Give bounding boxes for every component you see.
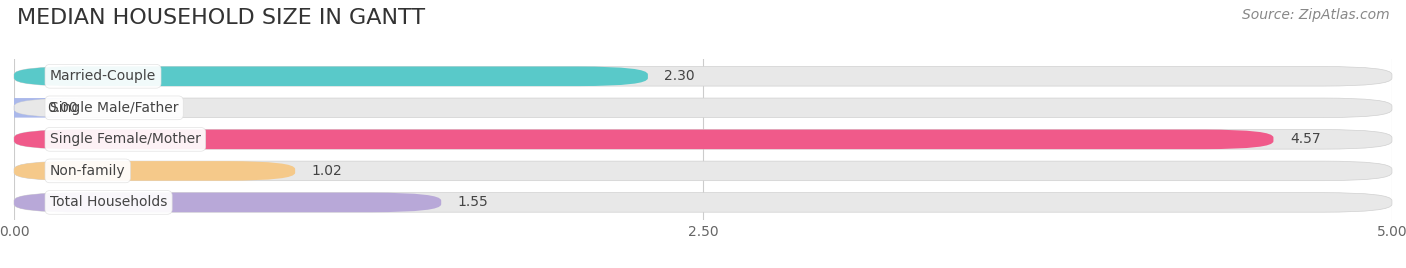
Text: Non-family: Non-family	[49, 164, 125, 178]
Text: 2.30: 2.30	[665, 69, 695, 83]
FancyBboxPatch shape	[14, 98, 1392, 118]
Text: 4.57: 4.57	[1289, 132, 1320, 146]
FancyBboxPatch shape	[14, 161, 1392, 181]
Text: 1.55: 1.55	[458, 195, 488, 209]
FancyBboxPatch shape	[14, 161, 295, 181]
Text: MEDIAN HOUSEHOLD SIZE IN GANTT: MEDIAN HOUSEHOLD SIZE IN GANTT	[17, 8, 425, 28]
Text: Single Male/Father: Single Male/Father	[49, 101, 179, 115]
Text: Married-Couple: Married-Couple	[49, 69, 156, 83]
Text: 0.00: 0.00	[48, 101, 77, 115]
FancyBboxPatch shape	[14, 193, 1392, 212]
Text: Source: ZipAtlas.com: Source: ZipAtlas.com	[1241, 8, 1389, 22]
FancyBboxPatch shape	[14, 130, 1392, 149]
Text: Single Female/Mother: Single Female/Mother	[49, 132, 201, 146]
FancyBboxPatch shape	[0, 98, 83, 118]
Text: Total Households: Total Households	[49, 195, 167, 209]
FancyBboxPatch shape	[14, 66, 1392, 86]
Text: 1.02: 1.02	[312, 164, 343, 178]
FancyBboxPatch shape	[14, 193, 441, 212]
FancyBboxPatch shape	[14, 130, 1274, 149]
FancyBboxPatch shape	[14, 66, 648, 86]
